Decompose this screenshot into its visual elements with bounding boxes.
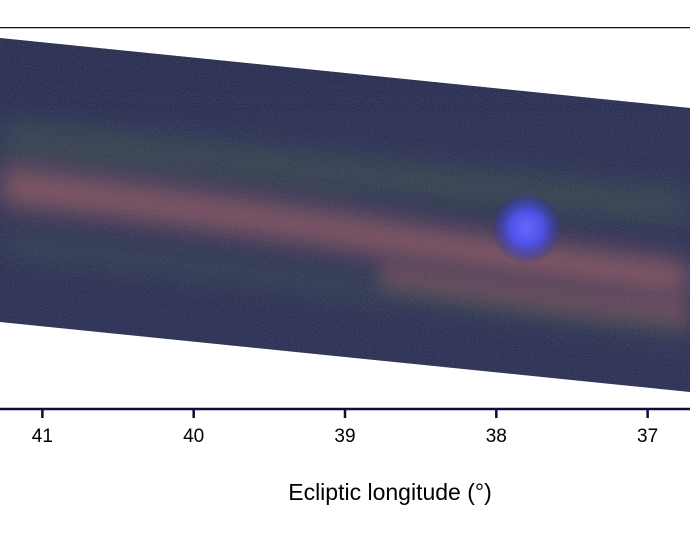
bright-source <box>490 192 563 264</box>
x-tick-label-39: 39 <box>334 426 355 447</box>
x-tick-label-37: 37 <box>637 426 658 447</box>
noise-texture <box>0 38 690 392</box>
x-tick-label-40: 40 <box>183 426 204 447</box>
x-axis: 41 40 39 38 37 <box>32 409 658 447</box>
plot-area <box>0 27 690 411</box>
x-tick-label-41: 41 <box>32 426 53 447</box>
x-axis-label: Ecliptic longitude (°) <box>288 479 492 505</box>
x-tick-label-38: 38 <box>486 426 507 447</box>
heatmap-image <box>0 38 690 392</box>
